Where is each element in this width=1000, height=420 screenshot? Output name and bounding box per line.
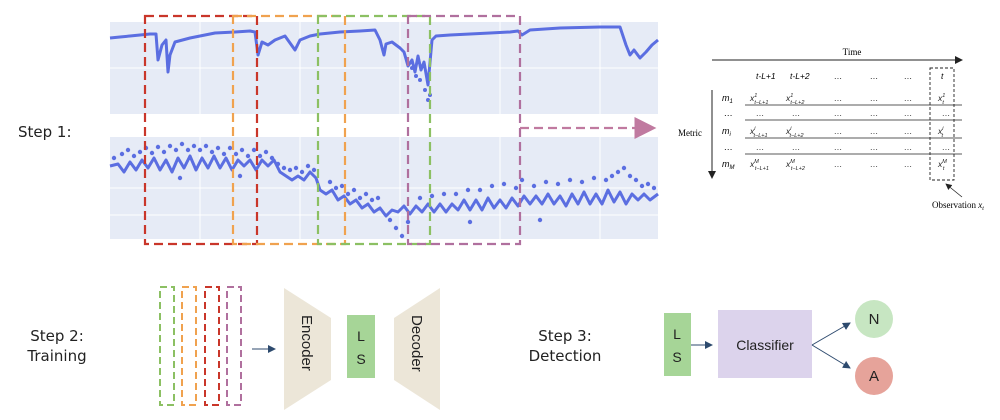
anomaly-node: [855, 357, 893, 395]
anomaly-label: A: [869, 368, 879, 385]
latent-space-top: L: [357, 328, 365, 344]
svg-text:xit−L+2: xi t−L+2: [785, 126, 804, 139]
svg-text:…: …: [870, 142, 879, 152]
svg-text:…: …: [942, 142, 951, 152]
metric-label: Metric: [678, 128, 702, 138]
row-label-dots-1: …: [724, 108, 733, 118]
svg-text:xMt−L+2: xM t−L+2: [785, 159, 805, 172]
step2-label: Step 2: Training: [22, 326, 92, 366]
step1-label: Step 1:: [18, 123, 72, 141]
window-purple: [406, 14, 522, 246]
svg-text:…: …: [834, 142, 843, 152]
svg-text:…: …: [870, 93, 879, 103]
row-label-mi: mi: [722, 126, 732, 138]
svg-text:…: …: [904, 142, 913, 152]
encoder-label: Encoder: [298, 315, 315, 371]
svg-text:x1t: x1 t: [937, 93, 945, 106]
svg-text:…: …: [756, 142, 765, 152]
svg-text:…: …: [904, 126, 913, 136]
training-window-orange: [181, 286, 197, 406]
svg-text:…: …: [756, 108, 765, 118]
svg-text:…: …: [834, 108, 843, 118]
observation-column-box: [929, 67, 955, 181]
col-header-5: …: [904, 71, 913, 81]
step2-title: Step 2:: [30, 327, 84, 345]
svg-text:…: …: [904, 108, 913, 118]
svg-text:x1t−L+1: x1 t−L+1: [749, 93, 768, 106]
training-window-purple: [226, 286, 242, 406]
col-header-3: …: [834, 71, 843, 81]
svg-text:xMt−L+1: xM t−L+1: [749, 159, 769, 172]
window-orange: [231, 14, 347, 246]
row-labels: m1 … mi … mM: [722, 93, 735, 171]
window-red: [143, 14, 259, 246]
svg-text:xit: xi t: [937, 126, 944, 139]
svg-text:…: …: [870, 108, 879, 118]
training-window-red: [204, 286, 220, 406]
observation-matrix: Time Metric t-L+1 t-L+2 … … … t m1 … mi …: [678, 47, 984, 212]
window-green: [316, 14, 432, 246]
detection-latent-bottom: S: [672, 349, 681, 365]
decoder-label: Decoder: [408, 315, 425, 372]
observation-label: Observation xt: [932, 200, 984, 212]
col-header-2: t-L+2: [790, 71, 810, 81]
training-windows: [159, 286, 242, 406]
latent-space-box: [347, 315, 375, 378]
classifier-to-normal-arrow: [811, 322, 851, 346]
classifier-box: [718, 310, 812, 378]
row-separators: [745, 104, 962, 155]
latent-space-bottom: S: [356, 351, 365, 367]
row-label-m1: m1: [722, 93, 733, 105]
svg-text:xMt: xM t: [937, 159, 947, 172]
svg-text:…: …: [834, 93, 843, 103]
svg-text:…: …: [792, 142, 801, 152]
svg-text:…: …: [942, 108, 951, 118]
time-label: Time: [843, 47, 862, 57]
svg-text:…: …: [870, 126, 879, 136]
col-header-4: …: [870, 71, 879, 81]
step3-label: Step 3: Detection: [520, 326, 610, 366]
svg-text:x1t−L+2: x1 t−L+2: [785, 93, 804, 106]
bottom-series-line: [109, 154, 659, 218]
step3-title: Step 3:: [538, 327, 592, 345]
encoder-shape: [284, 288, 331, 410]
classifier-to-anomaly-arrow: [811, 344, 851, 369]
decoder-shape: [394, 288, 440, 410]
svg-text:xit−L+1: xi t−L+1: [749, 126, 768, 139]
step2-subtitle: Training: [27, 347, 87, 365]
row-label-mM: mM: [722, 159, 735, 171]
step3-subtitle: Detection: [528, 347, 602, 365]
observation-pointer: [945, 183, 963, 198]
col-header-1: t-L+1: [756, 71, 776, 81]
svg-text:…: …: [904, 159, 913, 169]
normal-node: [855, 300, 893, 338]
classifier-label: Classifier: [736, 337, 794, 353]
row-label-dots-2: …: [724, 142, 733, 152]
top-series-line: [109, 25, 659, 87]
svg-text:…: …: [870, 159, 879, 169]
svg-text:…: …: [834, 126, 843, 136]
normal-label: N: [869, 311, 880, 328]
svg-text:…: …: [904, 93, 913, 103]
column-headers: t-L+1 t-L+2 … … … t: [756, 71, 944, 81]
detection-latent-box: [664, 313, 691, 376]
svg-text:…: …: [792, 108, 801, 118]
svg-text:…: …: [834, 159, 843, 169]
col-header-6: t: [941, 71, 944, 81]
detection-latent-top: L: [673, 326, 681, 342]
training-window-green: [159, 286, 175, 406]
bottom-series-scatter: [111, 141, 657, 239]
